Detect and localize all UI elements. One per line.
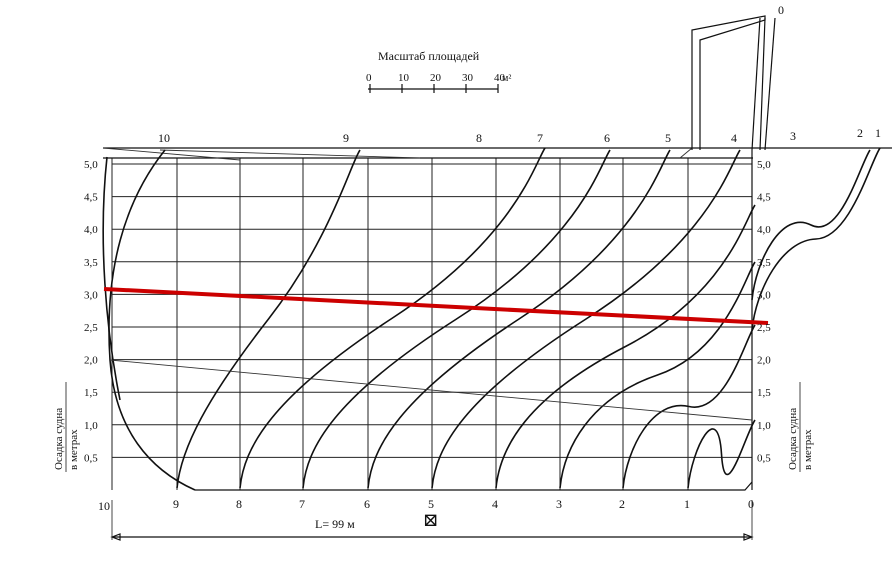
bonjean-curve — [176, 149, 361, 489]
axis-title-right: Осадка судна в метрах — [787, 382, 814, 472]
draft-label-left: 0,5 — [84, 452, 98, 464]
bonjean-curve — [687, 419, 756, 489]
draft-label-left: 4,0 — [84, 224, 98, 236]
frame-label-bottom: 9 — [173, 497, 179, 511]
bonjean-curve — [302, 149, 611, 489]
draft-label-right: 4,0 — [757, 224, 771, 236]
bonjean-curve-stern — [102, 156, 121, 401]
draft-label-left: 1,0 — [84, 420, 98, 432]
frame-label-top: 5 — [665, 131, 671, 145]
stem-superstructure — [691, 15, 776, 151]
frame-label-bottom: 10 — [98, 499, 110, 513]
frame-label-top: 0 — [778, 3, 784, 17]
axis-title-right-line2: в метрах — [802, 429, 814, 470]
draft-label-right: 3,0 — [757, 289, 771, 301]
bonjean-curve — [751, 147, 881, 331]
grid — [111, 158, 753, 490]
bonjean-curves — [102, 147, 881, 489]
frame-labels-top: 10 9 8 7 6 5 4 3 2 10 — [158, 3, 881, 145]
bonjean-curve — [622, 324, 756, 489]
midship-symbol: ⊠ — [423, 510, 438, 530]
draft-labels-left: 0,5 1,0 1,5 2,0 2,5 3,0 3,5 4,0 4,5 5,0 — [84, 159, 98, 464]
bonjean-curve — [239, 147, 546, 489]
scale-unit: м² — [502, 73, 511, 84]
length-dimension — [110, 500, 754, 541]
draft-labels-right: 0,5 1,0 1,5 2,0 2,5 3,0 3,5 4,0 4,5 5,0 — [757, 159, 771, 464]
draft-label-right: 1,5 — [757, 387, 771, 399]
frame-label-top: 3 — [790, 129, 796, 143]
bonjean-curve — [431, 149, 741, 489]
draft-label-left: 4,5 — [84, 192, 98, 204]
frame-label-bottom: 7 — [299, 497, 305, 511]
frame-label-bottom: 8 — [236, 497, 242, 511]
frame-label-top: 10 — [158, 131, 170, 145]
frame-label-bottom: 4 — [492, 497, 498, 511]
draft-label-left: 2,5 — [84, 322, 98, 334]
scale-tick-label: 0 — [366, 72, 372, 84]
frame-label-bottom: 6 — [364, 497, 370, 511]
draft-label-right: 0,5 — [757, 452, 771, 464]
bonjean-curve — [495, 204, 756, 489]
frame-label-top: 2 — [857, 126, 863, 140]
draft-label-right: 3,5 — [757, 257, 771, 269]
frame-label-top: 4 — [731, 131, 737, 145]
axis-title-right-line1: Осадка судна — [787, 408, 799, 470]
frame-label-top: 9 — [343, 131, 349, 145]
frame-label-top: 1 — [875, 126, 881, 140]
axis-title-left: Осадка судна в метрах — [53, 382, 80, 472]
bonjean-curve — [751, 149, 871, 301]
scale-tick-label: 10 — [398, 72, 410, 84]
frame-labels-bottom: 10 9 8 7 6 5 4 3 2 1 0 — [98, 497, 754, 513]
bonjean-curve — [559, 261, 756, 489]
draft-label-left: 5,0 — [84, 159, 98, 171]
scale-tick-label: 20 — [430, 72, 442, 84]
draft-label-right: 2,0 — [757, 355, 771, 367]
waterline-red — [103, 287, 769, 325]
length-label: L= 99 м — [315, 517, 355, 531]
draft-label-left: 2,0 — [84, 355, 98, 367]
frame-label-bottom: 1 — [684, 497, 690, 511]
hull-outline-stern — [108, 149, 196, 491]
deck-outline — [102, 147, 892, 161]
draft-label-right: 4,5 — [757, 192, 771, 204]
frame-label-top: 8 — [476, 131, 482, 145]
hull-bottom-line — [195, 481, 753, 491]
frame-label-bottom: 3 — [556, 497, 562, 511]
draft-label-left: 1,5 — [84, 387, 98, 399]
frame-label-bottom: 2 — [619, 497, 625, 511]
draft-label-right: 1,0 — [757, 420, 771, 432]
scale-tick-label: 30 — [462, 72, 474, 84]
frame-label-bottom: 0 — [748, 497, 754, 511]
axis-title-left-line1: Осадка судна — [53, 408, 65, 470]
trim-line — [109, 359, 753, 421]
scale-title: Масштаб площадей — [378, 49, 480, 63]
draft-label-right: 2,5 — [757, 322, 771, 334]
frame-label-top: 6 — [604, 131, 610, 145]
draft-label-left: 3,5 — [84, 257, 98, 269]
bonjean-curve — [367, 149, 671, 489]
frame-label-top: 7 — [537, 131, 543, 145]
axis-title-left-line2: в метрах — [68, 429, 80, 470]
scale-tick-label: 40 — [494, 72, 506, 84]
draft-label-right: 5,0 — [757, 159, 771, 171]
draft-label-left: 3,0 — [84, 289, 98, 301]
frame-label-bottom: 5 — [428, 497, 434, 511]
